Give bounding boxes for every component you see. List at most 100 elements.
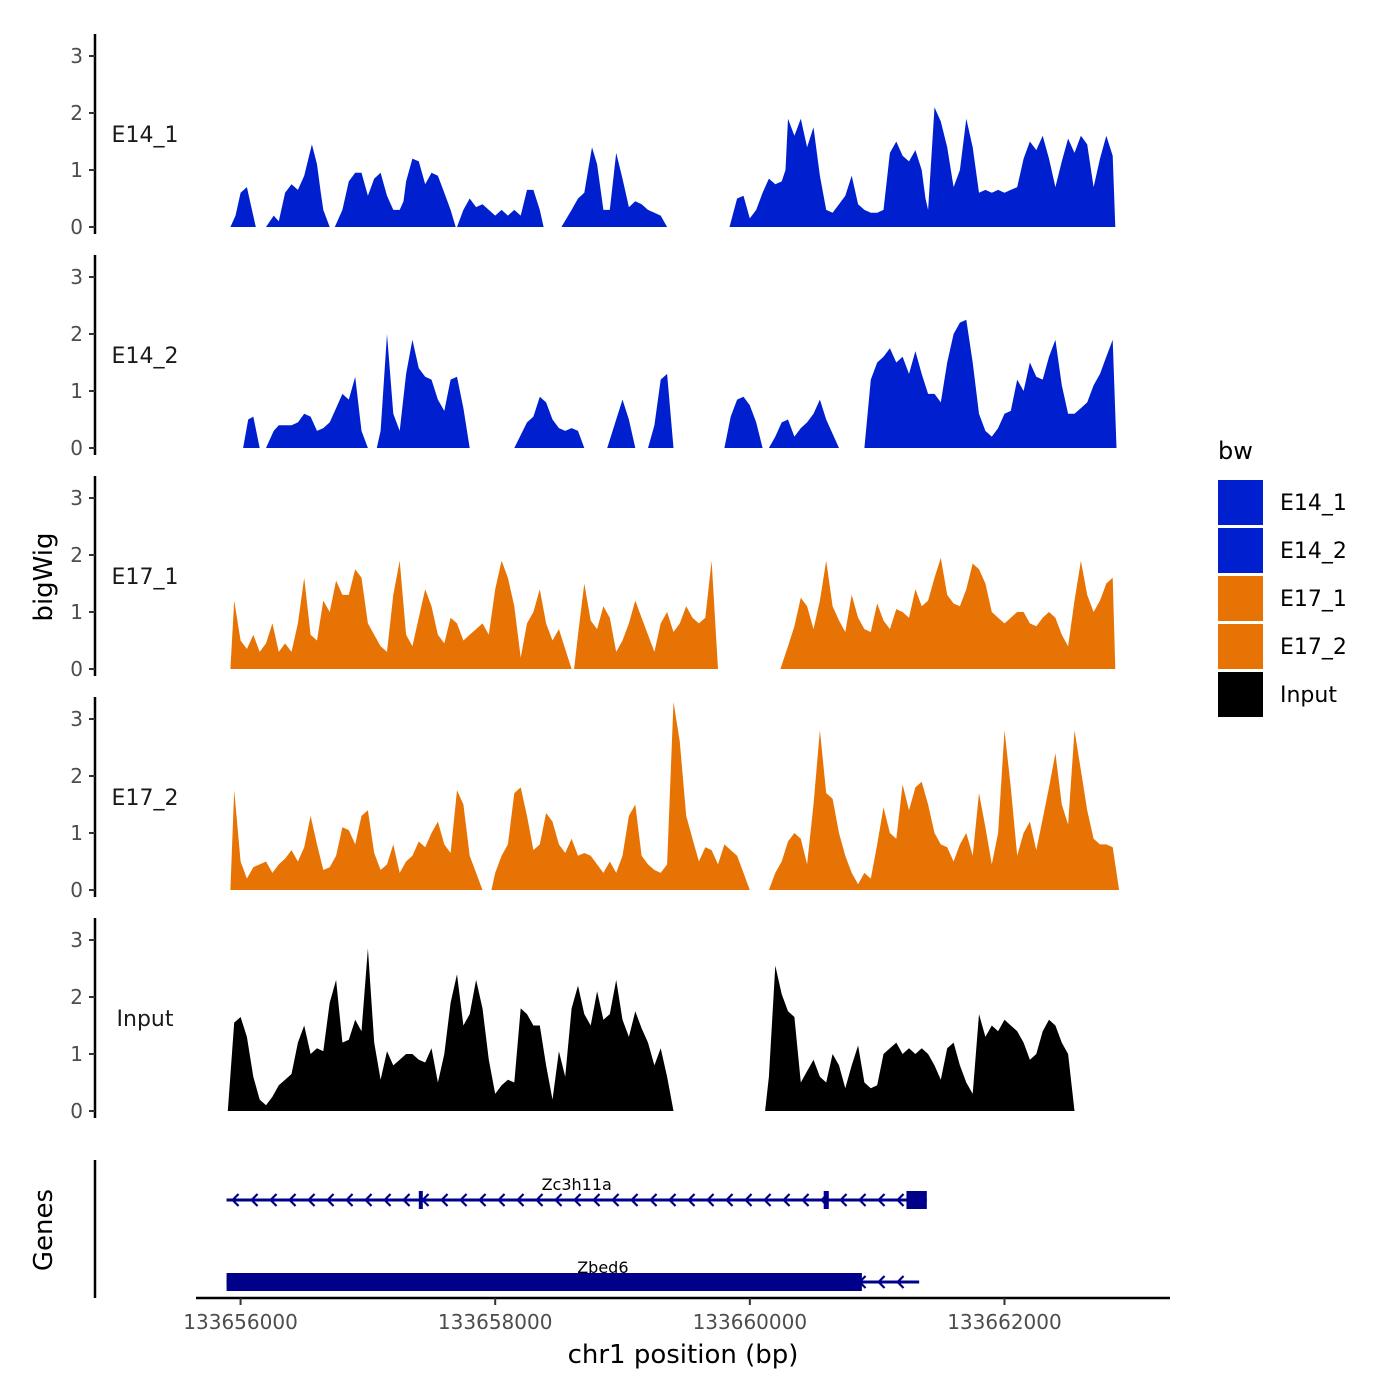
y-tick-label: 1 xyxy=(70,600,83,624)
y-tick-label: 3 xyxy=(70,707,83,731)
strand-arrow-icon xyxy=(839,1193,848,1207)
x-tick-label: 133660000 xyxy=(693,1310,808,1334)
y-tick-label: 2 xyxy=(70,764,83,788)
x-axis-title: chr1 position (bp) xyxy=(568,1340,799,1370)
strand-arrow-icon xyxy=(478,1193,487,1207)
track-E14_1: 0 1 2 3 E14_1 xyxy=(70,34,1116,239)
strand-arrow-icon xyxy=(402,1193,411,1207)
strand-arrow-icon xyxy=(554,1193,563,1207)
area-segment-E14_2-2 xyxy=(266,376,368,448)
y-tick-label: 2 xyxy=(70,101,83,125)
strand-arrow-icon xyxy=(326,1193,335,1207)
strand-arrow-icon xyxy=(307,1193,316,1207)
area-segment-Input-2 xyxy=(765,965,1075,1111)
strand-arrow-icon xyxy=(269,1193,278,1207)
legend-key-E17_1 xyxy=(1218,576,1263,621)
strand-arrow-icon xyxy=(364,1193,373,1207)
y-tick-label: 3 xyxy=(70,486,83,510)
strand-arrow-icon xyxy=(592,1193,601,1207)
track-E17_2: 0 1 2 3 E17_2 xyxy=(70,697,1120,902)
legend-label: E14_2 xyxy=(1280,539,1347,564)
gene-label: Zc3h11a xyxy=(542,1175,612,1194)
strand-arrow-icon xyxy=(535,1193,544,1207)
y-tick-label: 0 xyxy=(70,1099,83,1123)
track-label: Input xyxy=(117,1007,174,1032)
y-tick-label: 0 xyxy=(70,878,83,902)
gene-exon xyxy=(418,1191,423,1209)
strand-arrow-icon xyxy=(877,1275,886,1289)
area-segment-E14_1-2 xyxy=(266,144,334,227)
area-segment-E14_2-6 xyxy=(648,373,674,448)
legend: bw E14_1 E14_2 E17_1 E17_2 Input xyxy=(1218,437,1347,717)
x-tick-label: 133662000 xyxy=(947,1310,1062,1334)
y-tick-label: 2 xyxy=(70,543,83,567)
strand-arrow-icon xyxy=(611,1193,620,1207)
area-segment-E14_2-7 xyxy=(724,396,763,448)
strand-arrow-icon xyxy=(573,1193,582,1207)
track-label: E17_1 xyxy=(112,565,179,590)
track-E17_1: 0 1 2 3 E17_1 xyxy=(70,476,1116,681)
legend-key-E14_1 xyxy=(1218,480,1263,525)
strand-arrow-icon xyxy=(459,1193,468,1207)
genes-track-title: Genes xyxy=(29,1189,59,1271)
track-E14_2: 0 1 2 3 E14_2 xyxy=(70,255,1117,460)
legend-title: bw xyxy=(1218,437,1253,465)
legend-key-E17_2 xyxy=(1218,624,1263,669)
area-segment-E14_1-4 xyxy=(457,189,544,227)
area-segment-E17_2-3 xyxy=(768,730,1120,890)
strand-arrow-icon xyxy=(687,1193,696,1207)
strand-arrow-icon xyxy=(782,1193,791,1207)
gene-exon xyxy=(823,1191,829,1209)
area-segment-E14_2-3 xyxy=(376,334,470,448)
gene-exon xyxy=(226,1273,862,1291)
y-tick-label: 2 xyxy=(70,322,83,346)
strand-arrow-icon xyxy=(649,1193,658,1207)
y-tick-label: 3 xyxy=(70,928,83,952)
y-tick-label: 3 xyxy=(70,44,83,68)
strand-arrow-icon xyxy=(763,1193,772,1207)
y-tick-label: 0 xyxy=(70,215,83,239)
area-segment-E14_1-5 xyxy=(561,147,668,227)
strand-arrow-icon xyxy=(288,1193,297,1207)
area-segment-E17_2-1 xyxy=(230,790,483,890)
area-segment-E14_1-1 xyxy=(230,187,256,227)
gene-exon xyxy=(906,1191,927,1209)
area-segment-E14_2-4 xyxy=(514,396,585,448)
y-tick-label: 1 xyxy=(70,379,83,403)
track-Input: 0 1 2 3 Input xyxy=(70,918,1075,1123)
gene-Zc3h11a: Zc3h11a xyxy=(226,1175,927,1209)
area-segment-E17_1-1 xyxy=(230,560,572,669)
area-segment-E14_2-5 xyxy=(607,399,636,448)
strand-arrow-icon xyxy=(877,1193,886,1207)
strand-arrow-icon xyxy=(706,1193,715,1207)
area-segment-Input-1 xyxy=(227,948,674,1111)
area-segment-E14_2-8 xyxy=(768,399,839,448)
area-segment-E14_1-6 xyxy=(729,107,1116,227)
legend-key-Input xyxy=(1218,672,1263,717)
strand-arrow-icon xyxy=(383,1193,392,1207)
strand-arrow-icon xyxy=(630,1193,639,1207)
strand-arrow-icon xyxy=(801,1193,810,1207)
bigwig-tracks: 0 1 2 3 E14_1 0 1 2 3 E14_2 0 1 2 3 E17_1 0 1 2 3 E17_2 0 1 2 3… xyxy=(70,34,1120,1123)
strand-arrow-icon xyxy=(725,1193,734,1207)
strand-arrow-icon xyxy=(516,1193,525,1207)
legend-key-E14_2 xyxy=(1218,528,1263,573)
x-axis: 133656000 133658000 133660000 133662000 xyxy=(183,1296,1170,1334)
gene-track: Zc3h11a Zbed6 xyxy=(93,1160,927,1298)
strand-arrow-icon xyxy=(497,1193,506,1207)
area-segment-E17_2-2 xyxy=(491,701,750,890)
legend-label: E17_1 xyxy=(1280,587,1347,612)
strand-arrow-icon xyxy=(896,1275,905,1289)
y-tick-label: 1 xyxy=(70,821,83,845)
y-tick-label: 1 xyxy=(70,1042,83,1066)
gene-label: Zbed6 xyxy=(577,1258,628,1277)
strand-arrow-icon xyxy=(345,1193,354,1207)
track-label: E17_2 xyxy=(112,786,179,811)
y-axis-title: bigWig xyxy=(29,532,59,621)
legend-label: E17_2 xyxy=(1280,635,1347,660)
strand-arrow-icon xyxy=(250,1193,259,1207)
area-segment-E17_1-3 xyxy=(780,557,1116,669)
strand-arrow-icon xyxy=(896,1193,905,1207)
y-tick-label: 1 xyxy=(70,158,83,182)
